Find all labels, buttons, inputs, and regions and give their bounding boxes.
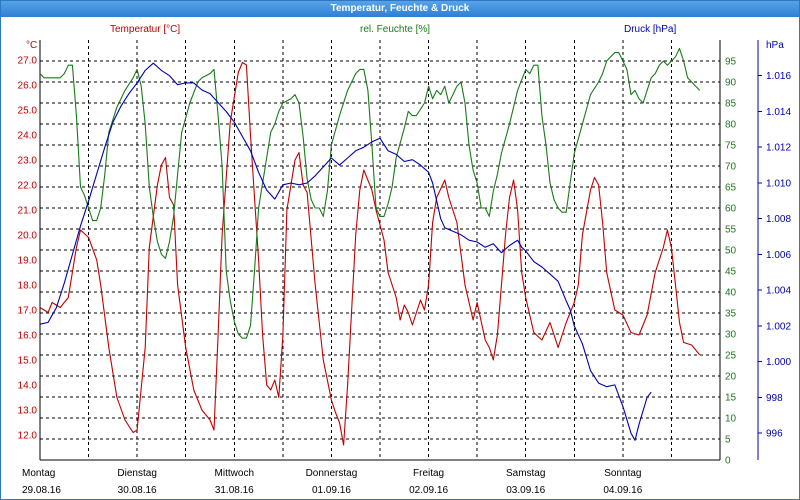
pressure-tick-label: 1.002 xyxy=(766,321,791,332)
x-day-label: Mittwoch xyxy=(215,468,254,479)
x-day-label: Montag xyxy=(22,468,55,479)
temperature-tick-label: 17.0 xyxy=(18,306,38,317)
axes: °C hPa Temperatur [°C] rel. Feuchte [%] … xyxy=(18,24,792,496)
pressure-tick-label: 1.004 xyxy=(766,286,791,297)
pressure-unit-label: hPa xyxy=(766,40,784,51)
x-date-label: 02.09.16 xyxy=(409,485,448,496)
right-axis-panel xyxy=(759,17,799,499)
x-date-label: 01.09.16 xyxy=(312,485,351,496)
temperature-tick-label: 25.0 xyxy=(18,106,38,117)
humidity-tick-label: 35 xyxy=(725,309,737,320)
humidity-tick-label: 5 xyxy=(725,435,731,446)
humidity-tick-label: 85 xyxy=(725,99,737,110)
humidity-series-line xyxy=(39,47,701,339)
pressure-tick-label: 998 xyxy=(766,393,783,404)
x-date-label: 03.09.16 xyxy=(506,485,545,496)
temperature-tick-label: 12.0 xyxy=(18,431,38,442)
humidity-tick-label: 50 xyxy=(725,246,737,257)
humidity-tick-label: 45 xyxy=(725,267,737,278)
humidity-tick-label: 60 xyxy=(725,204,737,215)
x-day-label: Samstag xyxy=(506,468,545,479)
temperature-tick-label: 21.0 xyxy=(18,206,38,217)
temperature-unit-label: °C xyxy=(26,40,37,51)
temperature-tick-label: 18.0 xyxy=(18,281,38,292)
temperature-tick-label: 20.0 xyxy=(18,231,38,242)
x-date-label: 04.09.16 xyxy=(603,485,642,496)
temperature-axis-title: Temperatur [°C] xyxy=(110,24,180,35)
grid xyxy=(39,40,759,461)
window-title: Temperatur, Feuchte & Druck xyxy=(1,1,799,17)
humidity-tick-label: 15 xyxy=(725,393,737,404)
temperature-tick-label: 23.0 xyxy=(18,156,38,167)
temperature-tick-label: 19.0 xyxy=(18,256,38,267)
pressure-tick-label: 1.016 xyxy=(766,71,791,82)
temperature-tick-label: 24.0 xyxy=(18,131,38,142)
humidity-tick-label: 90 xyxy=(725,78,737,89)
humidity-axis-title: rel. Feuchte [%] xyxy=(360,24,430,35)
x-day-label: Sonntag xyxy=(604,468,641,479)
x-day-label: Donnerstag xyxy=(306,468,358,479)
humidity-tick-label: 95 xyxy=(725,57,737,68)
temperature-tick-label: 26.0 xyxy=(18,81,38,92)
temperature-tick-label: 13.0 xyxy=(18,406,38,417)
pressure-tick-label: 1.010 xyxy=(766,178,791,189)
humidity-tick-label: 40 xyxy=(725,288,737,299)
humidity-tick-label: 80 xyxy=(725,120,737,131)
humidity-tick-label: 65 xyxy=(725,183,737,194)
temperature-tick-label: 22.0 xyxy=(18,181,38,192)
humidity-tick-label: 0 xyxy=(725,456,731,467)
x-date-label: 29.08.16 xyxy=(22,485,61,496)
humidity-tick-label: 30 xyxy=(725,330,737,341)
humidity-tick-label: 70 xyxy=(725,162,737,173)
humidity-tick-label: 55 xyxy=(725,225,737,236)
pressure-tick-label: 1.006 xyxy=(766,250,791,261)
x-date-label: 30.08.16 xyxy=(118,485,157,496)
temperature-tick-label: 15.0 xyxy=(18,356,38,367)
humidity-tick-label: 75 xyxy=(725,141,737,152)
humidity-tick-label: 10 xyxy=(725,414,737,425)
x-date-label: 31.08.16 xyxy=(215,485,254,496)
pressure-tick-label: 996 xyxy=(766,429,783,440)
pressure-tick-label: 1.008 xyxy=(766,214,791,225)
humidity-tick-label: 20 xyxy=(725,372,737,383)
x-day-label: Freitag xyxy=(413,468,444,479)
pressure-series-line xyxy=(39,62,652,441)
temperature-series-line xyxy=(39,61,701,446)
series xyxy=(39,47,701,446)
pressure-axis-title: Druck [hPa] xyxy=(624,24,676,35)
pressure-tick-label: 1.014 xyxy=(766,107,791,118)
pressure-tick-label: 1.012 xyxy=(766,143,791,154)
pressure-tick-label: 1.000 xyxy=(766,357,791,368)
x-day-label: Dienstag xyxy=(117,468,156,479)
temperature-tick-label: 14.0 xyxy=(18,381,38,392)
humidity-tick-label: 25 xyxy=(725,351,737,362)
temperature-tick-label: 27.0 xyxy=(18,56,38,67)
temperature-tick-label: 16.0 xyxy=(18,331,38,342)
